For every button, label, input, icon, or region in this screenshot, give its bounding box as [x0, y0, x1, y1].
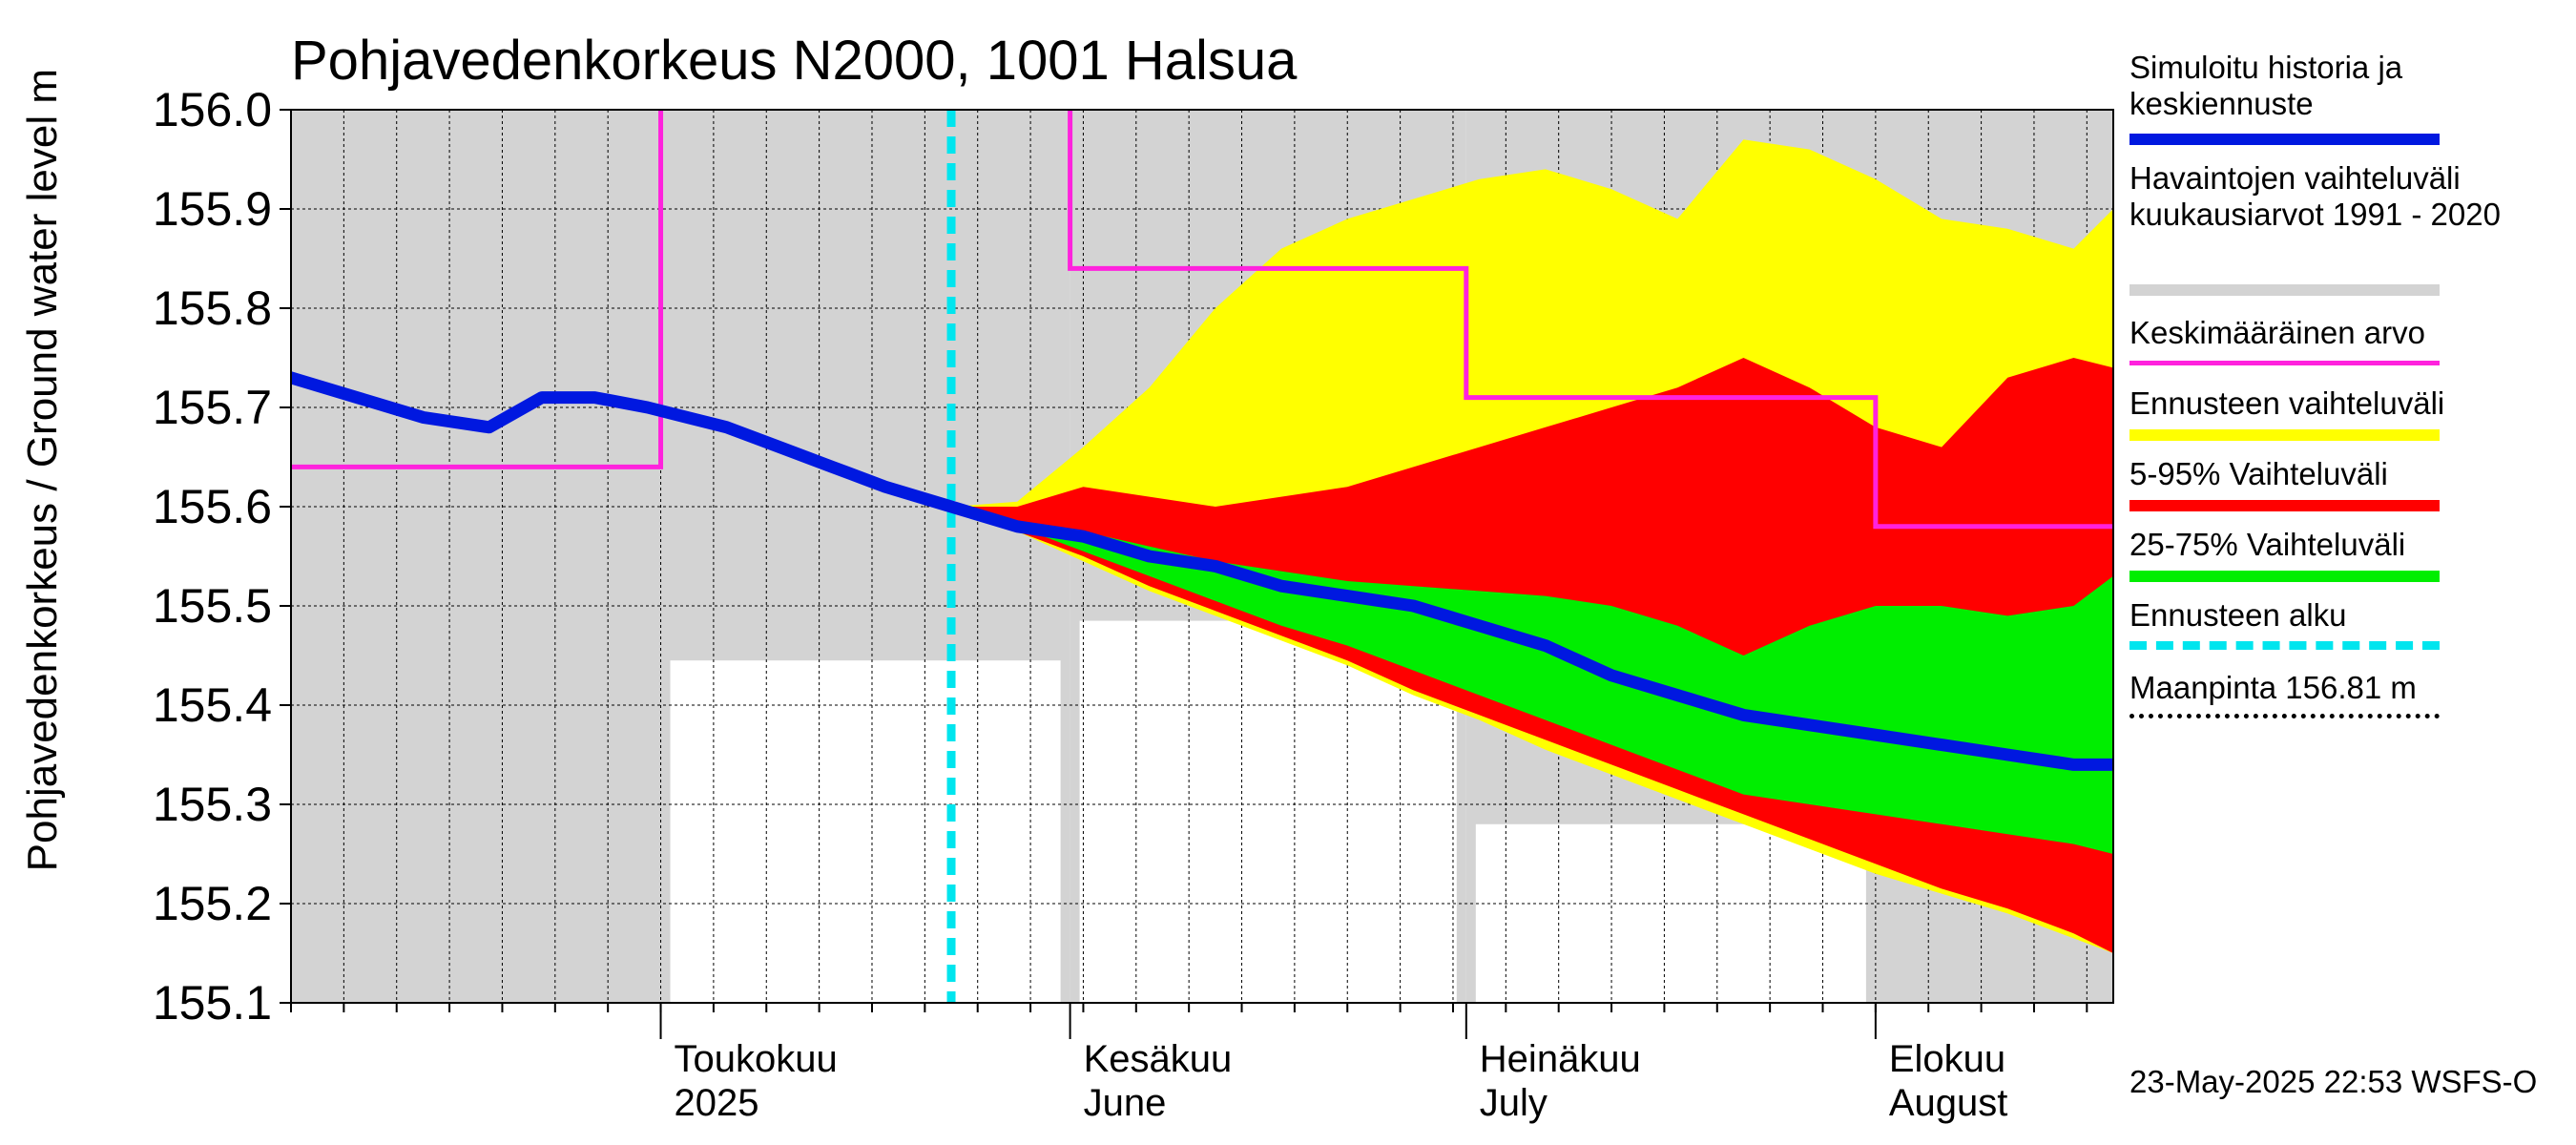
y-tick-label: 155.3: [152, 778, 272, 831]
legend-label: Ennusteen vaihteluväli: [2129, 385, 2445, 421]
legend-label: 25-75% Vaihteluväli: [2129, 527, 2406, 562]
forecast-bands: [951, 139, 2113, 953]
y-tick-label: 155.9: [152, 182, 272, 236]
month-label-fi: Kesäkuu: [1083, 1038, 1233, 1080]
legend-label: Havaintojen vaihteluväli kuukausiarvot 1…: [2129, 160, 2501, 232]
month-label-en: August: [1888, 1082, 2008, 1124]
legend-label: Ennusteen alku: [2129, 597, 2347, 633]
y-tick-label: 155.2: [152, 877, 272, 930]
legend-swatch: [2129, 500, 2440, 511]
y-tick-label: 155.5: [152, 579, 272, 633]
month-label-fi: Elokuu: [1888, 1038, 2006, 1080]
legend-label: 5-95% Vaihteluväli: [2129, 456, 2388, 491]
chart-title: Pohjavedenkorkeus N2000, 1001 Halsua: [291, 30, 1298, 92]
legend-swatch: [2129, 641, 2440, 650]
legend-swatch: [2129, 134, 2440, 145]
legend-label: Keskimääräinen arvo: [2129, 315, 2425, 350]
axes: [280, 109, 2114, 1039]
y-tick-label: 155.8: [152, 281, 272, 335]
observed-range-month-0: [291, 110, 661, 1003]
timestamp: 23-May-2025 22:53 WSFS-O: [2129, 1064, 2538, 1099]
legend-swatch: [2129, 714, 2440, 718]
plot-frame: [290, 109, 2114, 1004]
legend-swatch: [2129, 429, 2440, 441]
series-lines: [291, 110, 2113, 1003]
legend-swatch: [2129, 361, 2440, 365]
median-forecast-line: [291, 371, 2113, 771]
y-tick-label: 155.6: [152, 480, 272, 533]
monthly-mean-line: [291, 110, 2113, 530]
y-tick-label: 155.4: [152, 678, 272, 732]
legend-label: Simuloitu historia ja keskiennuste: [2129, 50, 2403, 121]
band-p25-75: [951, 507, 2113, 854]
month-label-en: 2025: [674, 1082, 759, 1124]
month-label-en: July: [1479, 1082, 1548, 1124]
legend-label: Maanpinta 156.81 m: [2129, 670, 2417, 705]
legend-swatch: [2129, 571, 2440, 582]
y-tick-label: 155.7: [152, 381, 272, 434]
y-tick-label: 155.1: [152, 976, 272, 1030]
month-label-fi: Toukokuu: [674, 1038, 838, 1080]
month-label-en: June: [1083, 1082, 1167, 1124]
observed-min-gap-1: [670, 660, 1061, 1003]
y-tick-label: 156.0: [152, 83, 272, 136]
month-label-fi: Heinäkuu: [1479, 1038, 1641, 1080]
legend-swatch: [2129, 284, 2440, 296]
y-axis-label: Pohjavedenkorkeus / Ground water level m: [19, 69, 66, 872]
observed-min-gap-3: [1475, 823, 1866, 1003]
